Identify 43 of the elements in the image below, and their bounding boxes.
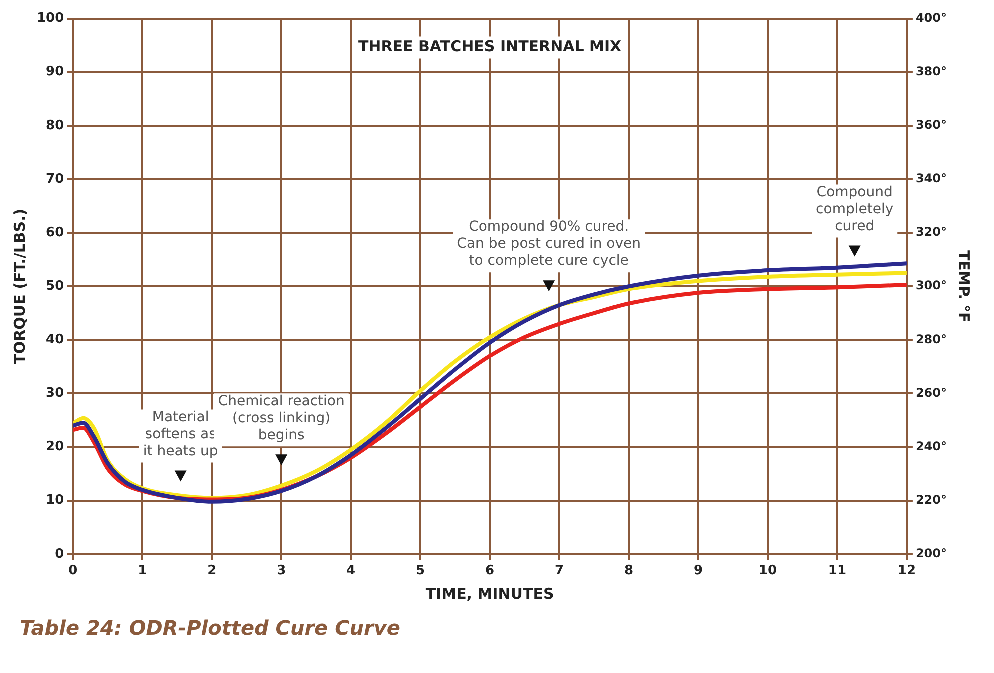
x-tick-label: 9 [694,564,704,579]
caption: Table 24: ODR-Plotted Cure Curve [19,615,402,642]
y-tick-label: 100 [36,11,64,26]
y-tick-label: 90 [46,64,64,80]
y-tick-label: 10 [46,493,64,508]
annotation: Chemical reaction (cross linking) begins [218,393,345,444]
y2-tick-label: 380° [916,64,948,78]
y2-axis-title: TEMP. °F [955,250,974,323]
y-tick-label: 80 [46,118,64,134]
y2-tick-label: 260° [916,386,948,400]
y2-tick-label: 220° [916,492,948,507]
x-tick-label: 10 [758,564,778,579]
x-tick-label: 0 [68,564,78,579]
x-tick-label: 7 [555,564,564,579]
text: THREE BATCHES INTERNAL MIX [358,38,622,56]
y-tick-label: 70 [46,172,64,187]
y-tick-label: 50 [46,278,64,294]
y-tick-label: 0 [55,546,64,562]
annotation: Compound 90% cured. Can be post cured in oven to complete cure cycle [457,219,642,270]
y-tick-label: 40 [46,332,64,348]
x-tick-label: 1 [138,564,148,579]
x-tick-label: 6 [486,564,495,579]
x-tick-label: 2 [208,564,217,579]
y2-tick-label: 360° [916,118,948,132]
x-axis-title: TIME, MINUTES [426,584,554,603]
annotation: Compound completely cured [816,184,894,234]
y2-tick-label: 300° [916,278,948,293]
y-tick-label: 20 [46,440,64,455]
y2-tick-label: 280° [916,332,948,346]
x-tick-label: 4 [346,564,356,579]
y-tick-label: 60 [46,225,64,240]
x-tick-label: 11 [828,564,847,579]
y2-tick-label: 200° [916,546,948,561]
x-tick-label: 5 [416,564,426,579]
y-tick-label: 30 [46,386,64,402]
y2-tick-label: 240° [916,439,948,454]
x-tick-label: 3 [277,564,286,579]
y2-tick-label: 320° [916,225,948,240]
y-axis-title: TORQUE (FT./LBS.) [10,208,29,364]
y2-tick-label: 400° [916,10,948,25]
y2-tick-label: 340° [916,172,948,186]
x-tick-label: 12 [898,564,916,579]
x-tick-label: 8 [624,564,634,579]
